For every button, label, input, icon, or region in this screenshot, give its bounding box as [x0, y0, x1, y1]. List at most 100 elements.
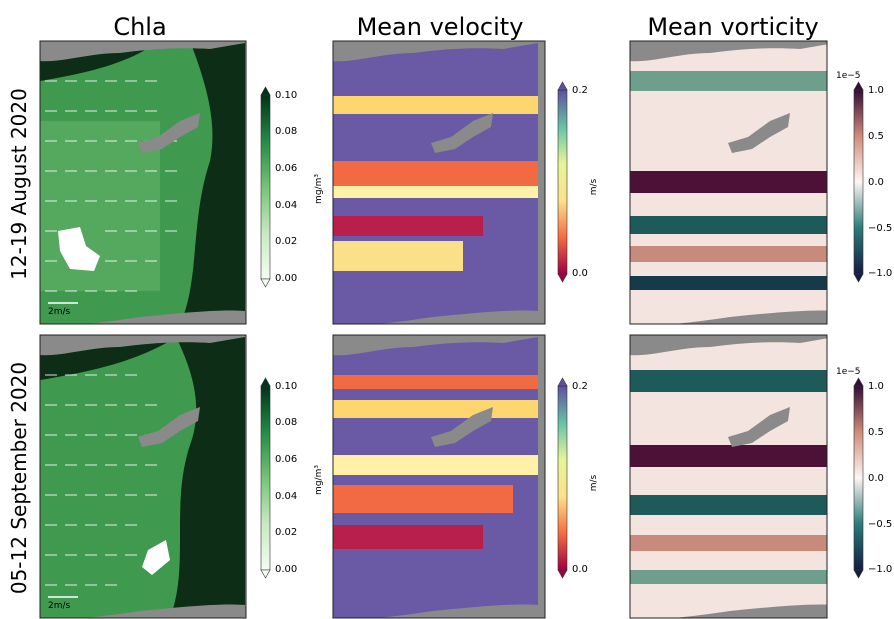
colorbar-tick: 0.00 — [275, 273, 297, 284]
colorbar-body — [260, 94, 271, 280]
band-3 — [333, 186, 538, 198]
no-data-patch — [142, 540, 170, 575]
colorbar-tick: 0.02 — [275, 236, 297, 247]
colorbar-extend-bottom — [260, 278, 271, 288]
panel-frame — [332, 40, 546, 325]
colorbar-extend-top — [557, 377, 568, 387]
colorbar-tick: −1.0 — [868, 564, 892, 575]
colorbar-tick: 0.2 — [572, 85, 588, 96]
colorbar-extend-bottom — [260, 569, 271, 579]
colorbar-offset: 1e−5 — [836, 71, 861, 81]
colorbar-extend-top — [853, 377, 864, 387]
colorbar-extend-bottom — [557, 273, 568, 283]
colorbar-tick: 0.10 — [275, 381, 297, 392]
panel-frame — [629, 334, 828, 619]
high-chla-coast — [180, 43, 245, 324]
colorbar-tick: 0.2 — [572, 381, 588, 392]
colorbar-tick: 0.08 — [275, 126, 297, 137]
cyprus-island — [431, 113, 493, 153]
band-2 — [333, 400, 538, 418]
column-title-velocity: Mean velocity — [357, 13, 524, 41]
band-1 — [333, 375, 538, 389]
row-label-september: 05-12 September 2020 — [7, 362, 31, 594]
band-4 — [630, 535, 827, 551]
panel-chla-september: 2m/s — [39, 334, 247, 619]
colorbar-tick: 0.0 — [572, 564, 588, 575]
band-5 — [333, 525, 483, 549]
colorbar-body — [853, 89, 864, 275]
colorbar-tick: 0.0 — [868, 177, 884, 188]
colorbar-body — [557, 89, 568, 275]
band-5 — [630, 570, 827, 584]
colorbar-tick: −0.5 — [868, 223, 892, 234]
colorbar-body — [260, 385, 271, 571]
colorbar-tick: 0.5 — [868, 131, 884, 142]
colorbar-extend-bottom — [853, 569, 864, 579]
band-2 — [630, 171, 827, 193]
cyprus-island — [431, 407, 493, 447]
band-1 — [630, 71, 827, 91]
band-2 — [333, 161, 538, 186]
panel-velocity-september — [332, 334, 546, 619]
colorbar-unit: mg/m³ — [314, 465, 324, 495]
panel-vorticity-september — [629, 334, 828, 619]
colorbar-unit: mg/m³ — [314, 174, 324, 204]
colorbar-extend-top — [260, 377, 271, 387]
colorbar-tick: 0.04 — [275, 200, 297, 211]
colorbar-unit: m/s — [589, 178, 599, 195]
colorbar-tick: 1.0 — [868, 381, 884, 392]
colorbar-extend-top — [853, 81, 864, 91]
column-title-chla: Chla — [113, 13, 166, 41]
colorbar-tick: 0.08 — [275, 417, 297, 428]
colorbar-velocity-august: 0.2 0.0 m/s — [557, 81, 599, 283]
colorbar-extend-top — [557, 81, 568, 91]
colorbar-vorticity-august: 1e−5 1.0 0.5 0.0 −0.5 −1.0 — [836, 71, 892, 283]
high-chla-coast — [170, 337, 245, 618]
colorbar-extend-top — [260, 86, 271, 96]
cyprus-island — [138, 407, 200, 447]
band-4 — [630, 246, 827, 262]
colorbar-chla-august: 0.10 0.08 0.06 0.04 0.02 0.00 mg/m³ — [260, 86, 324, 288]
colorbar-tick: 0.5 — [868, 427, 884, 438]
panel-frame — [39, 40, 247, 325]
quiver-key-label: 2m/s — [48, 601, 71, 611]
colorbar-body — [853, 385, 864, 571]
band-4 — [333, 485, 513, 513]
band-6 — [333, 560, 538, 585]
band-3 — [630, 495, 827, 515]
no-data-patch — [58, 227, 100, 271]
panel-frame — [629, 40, 828, 325]
colorbar-tick: 0.06 — [275, 163, 297, 174]
band-1 — [333, 96, 538, 114]
colorbar-tick: 1.0 — [868, 85, 884, 96]
colorbar-body — [557, 385, 568, 571]
colorbar-tick: 0.00 — [275, 564, 297, 575]
quiver-field — [45, 374, 157, 586]
panel-frame — [39, 334, 247, 619]
colorbar-velocity-september: 0.2 0.0 m/s — [557, 377, 599, 579]
band-3 — [333, 455, 538, 475]
band-2 — [630, 445, 827, 467]
colorbar-vorticity-september: 1e−5 1.0 0.5 0.0 −0.5 −1.0 — [836, 367, 892, 579]
panel-velocity-august — [332, 40, 546, 325]
colorbar-extend-bottom — [557, 569, 568, 579]
cyprus-island — [728, 407, 790, 447]
panel-chla-august: 2m/s — [39, 40, 247, 325]
colorbar-tick: 0.10 — [275, 90, 297, 101]
colorbar-tick: 0.04 — [275, 491, 297, 502]
band-5 — [333, 241, 463, 271]
band-5 — [630, 276, 827, 290]
cyprus-island — [728, 113, 790, 153]
colorbar-offset: 1e−5 — [836, 367, 861, 377]
cyprus-island — [138, 113, 200, 153]
quiver-key-label: 2m/s — [48, 307, 71, 317]
band-4 — [333, 216, 483, 236]
panel-vorticity-august — [629, 40, 828, 325]
colorbar-extend-bottom — [853, 273, 864, 283]
colorbar-tick: 0.06 — [275, 454, 297, 465]
colorbar-tick: −1.0 — [868, 268, 892, 279]
colorbar-tick: −0.5 — [868, 519, 892, 530]
sea-field-light — [40, 121, 160, 291]
colorbar-unit: m/s — [589, 474, 599, 491]
